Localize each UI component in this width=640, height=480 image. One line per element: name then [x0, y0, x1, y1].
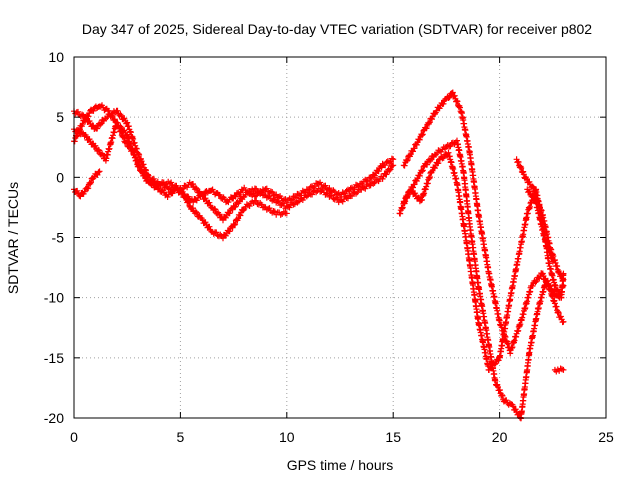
x-tick-label: 20: [492, 429, 508, 445]
series-markers: [71, 168, 103, 200]
x-axis-label: GPS time / hours: [287, 457, 394, 473]
y-tick-label: 0: [56, 169, 64, 185]
axes: 0 5 10 15 20 25 -20 -15 -10 -5 0 5 10: [44, 49, 614, 445]
y-tick-label: 10: [48, 49, 64, 65]
x-tick-label: 25: [598, 429, 614, 445]
series-markers: [524, 186, 556, 265]
series-markers: [400, 89, 567, 357]
y-tick-label: -10: [44, 290, 64, 306]
series-track-i: [551, 365, 567, 375]
y-tick-label: -15: [44, 350, 64, 366]
y-tick-label: -20: [44, 410, 64, 426]
x-tick-label: 5: [177, 429, 185, 445]
series-markers: [396, 149, 567, 373]
x-tick-label: 15: [385, 429, 401, 445]
y-axis-label: SDTVAR / TECUs: [5, 182, 21, 294]
y-tick-label: 5: [56, 109, 64, 125]
series-track-d: [71, 168, 103, 200]
series-track-j: [524, 186, 556, 265]
y-tick-label: -5: [52, 230, 65, 246]
series-markers: [551, 365, 567, 375]
grid-lines: [74, 57, 606, 418]
series-track-e: [400, 89, 567, 357]
data-series: [71, 89, 567, 422]
chart-title: Day 347 of 2025, Sidereal Day-to-day VTE…: [82, 21, 592, 37]
x-tick-label: 10: [279, 429, 295, 445]
x-tick-label: 0: [70, 429, 78, 445]
series-track-g: [396, 149, 567, 373]
